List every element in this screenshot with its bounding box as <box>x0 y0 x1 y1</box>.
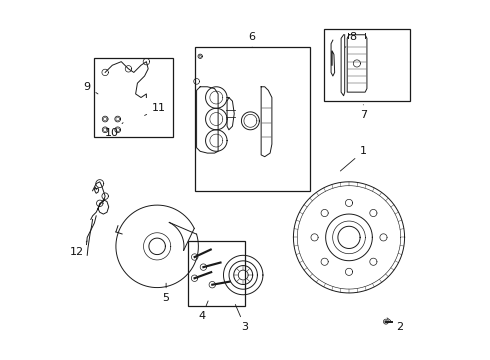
Bar <box>324 30 410 101</box>
Text: 10: 10 <box>105 123 123 138</box>
Bar <box>195 47 310 191</box>
Text: 1: 1 <box>341 146 367 171</box>
Text: 7: 7 <box>360 105 367 121</box>
Bar <box>188 241 245 306</box>
Text: 8: 8 <box>345 32 356 47</box>
Text: 11: 11 <box>145 103 166 116</box>
Text: 6: 6 <box>248 32 256 47</box>
Bar <box>95 58 173 137</box>
Text: 4: 4 <box>198 301 208 321</box>
Text: 3: 3 <box>235 305 248 332</box>
Text: 9: 9 <box>84 82 98 94</box>
Text: 5: 5 <box>163 283 170 303</box>
Text: 12: 12 <box>70 241 87 257</box>
Text: 2: 2 <box>387 318 403 332</box>
